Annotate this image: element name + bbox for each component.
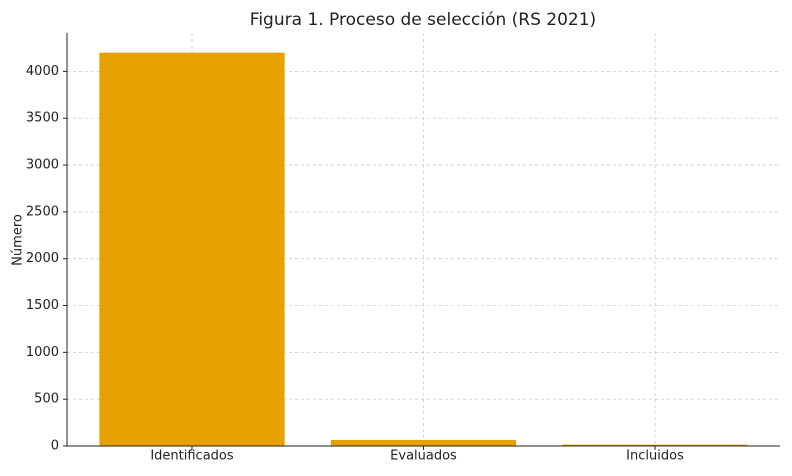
y-tick-label: 2000 bbox=[26, 251, 59, 266]
y-tick-label: 1000 bbox=[26, 345, 59, 360]
bar bbox=[562, 444, 748, 446]
x-tick-label: Evaluados bbox=[390, 449, 457, 464]
y-tick-label: 500 bbox=[34, 392, 59, 407]
x-tick-label: Incluidos bbox=[626, 449, 684, 464]
y-tick-label: 2500 bbox=[26, 204, 59, 219]
bar bbox=[99, 52, 285, 447]
y-axis-label: Número bbox=[11, 214, 26, 266]
y-tick-label: 1500 bbox=[26, 298, 59, 313]
x-tick-label: Identificados bbox=[150, 449, 234, 464]
y-tick-label: 4000 bbox=[26, 64, 59, 79]
chart-title: Figura 1. Proceso de selección (RS 2021) bbox=[250, 10, 596, 30]
y-tick-label: 3500 bbox=[26, 111, 59, 126]
y-tick-label: 3000 bbox=[26, 158, 59, 173]
y-tick-label: 0 bbox=[51, 439, 59, 454]
bar bbox=[330, 439, 517, 446]
